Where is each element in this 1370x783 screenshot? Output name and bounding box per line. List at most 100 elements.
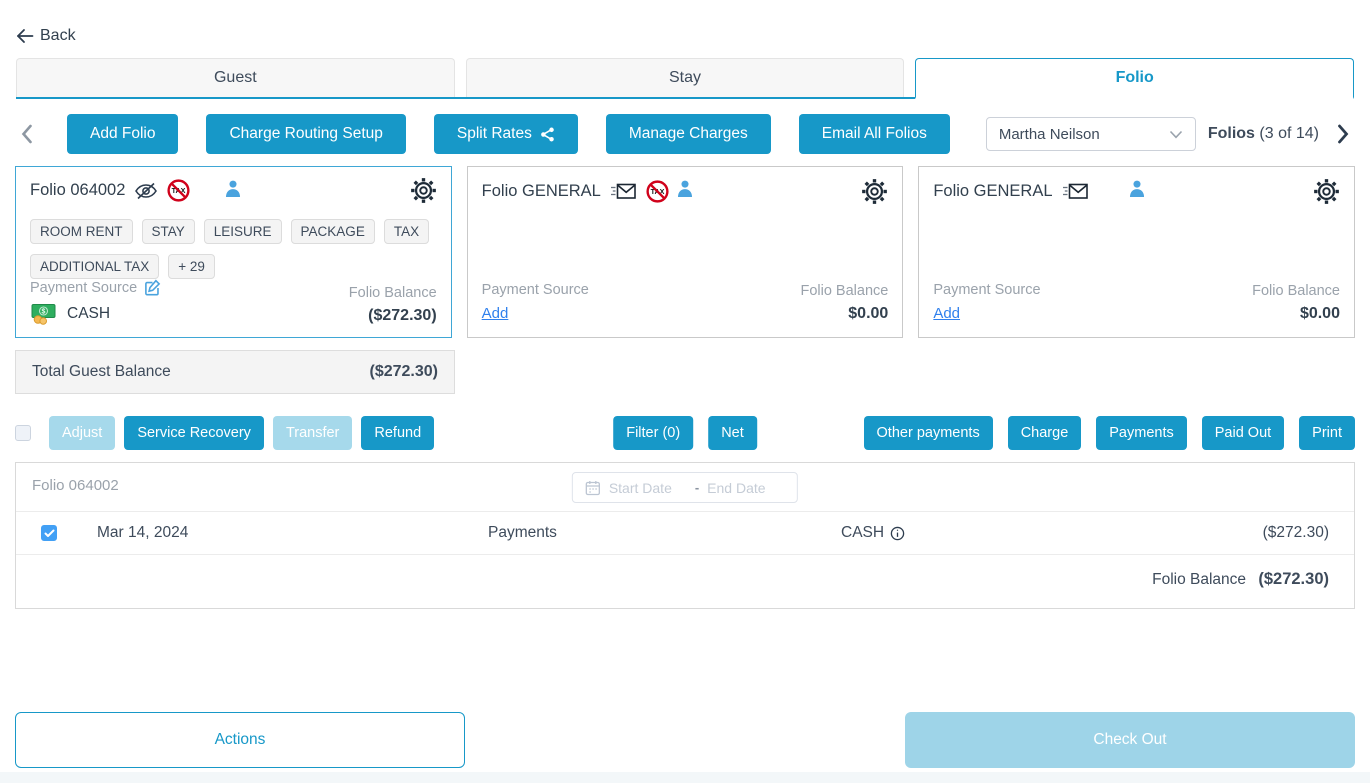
folio-settings-button[interactable] bbox=[861, 178, 888, 205]
payment-source-label: Payment Source bbox=[481, 282, 589, 298]
tag-leisure[interactable]: LEISURE bbox=[203, 219, 282, 244]
folio-balance-value: $0.00 bbox=[1299, 305, 1340, 322]
tag-additional-tax[interactable]: ADDITIONAL TAX bbox=[30, 254, 160, 279]
chevron-left-icon bbox=[21, 124, 33, 144]
transactions-footer: Folio Balance ($272.30) bbox=[16, 555, 1354, 608]
check-out-button[interactable]: Check Out bbox=[905, 712, 1355, 768]
transfer-button[interactable]: Transfer bbox=[272, 416, 353, 450]
email-all-folios-button[interactable]: Email All Folios bbox=[798, 114, 950, 154]
total-guest-balance-label: Total Guest Balance bbox=[32, 363, 171, 380]
folio-balance-value: ($272.30) bbox=[368, 307, 437, 324]
tab-bar: Guest Stay Folio bbox=[16, 58, 1355, 99]
transaction-type: Payments bbox=[488, 524, 557, 541]
split-rates-label: Split Rates bbox=[456, 125, 532, 142]
add-folio-button[interactable]: Add Folio bbox=[67, 114, 179, 154]
transactions-folio-title: Folio 064002 bbox=[32, 477, 119, 494]
folios-count-value: (3 of 14) bbox=[1259, 125, 1319, 142]
folios-count: Folios (3 of 14) bbox=[1208, 125, 1319, 143]
adjust-button[interactable]: Adjust bbox=[49, 416, 116, 450]
add-payment-source-link[interactable]: Add bbox=[481, 305, 509, 322]
manage-charges-button[interactable]: Manage Charges bbox=[605, 114, 771, 154]
transaction-method: CASH bbox=[841, 524, 885, 541]
gear-icon bbox=[1313, 178, 1340, 205]
tag-stay[interactable]: STAY bbox=[141, 219, 195, 244]
next-folios-button[interactable] bbox=[1331, 124, 1355, 144]
other-payments-button[interactable]: Other payments bbox=[863, 416, 993, 450]
gear-icon bbox=[410, 177, 437, 204]
share-icon bbox=[540, 127, 555, 142]
print-button[interactable]: Print bbox=[1299, 416, 1355, 450]
folio-balance-label: Folio Balance bbox=[348, 285, 437, 301]
cash-icon: $ bbox=[30, 302, 58, 325]
folio-cards: Folio 064002 TAX ROOM RENT STAY LEISURE … bbox=[15, 166, 1355, 338]
folio-settings-button[interactable] bbox=[410, 177, 437, 204]
charge-routing-setup-button[interactable]: Charge Routing Setup bbox=[206, 114, 406, 154]
guest-select[interactable]: Martha Neilson bbox=[985, 117, 1196, 151]
filter-button[interactable]: Filter (0) bbox=[613, 416, 694, 450]
edit-icon[interactable] bbox=[144, 279, 161, 296]
refund-button[interactable]: Refund bbox=[361, 416, 435, 450]
tab-guest[interactable]: Guest bbox=[16, 58, 455, 97]
payment-source-label: Payment Source bbox=[30, 279, 138, 296]
folio-card-title: Folio 064002 bbox=[30, 181, 126, 199]
date-range-picker[interactable]: - bbox=[571, 472, 799, 503]
tag-room-rent[interactable]: ROOM RENT bbox=[30, 219, 133, 244]
table-folio-balance-label: Folio Balance bbox=[1152, 571, 1247, 588]
add-payment-source-link[interactable]: Add bbox=[933, 305, 961, 322]
tag-tax[interactable]: TAX bbox=[383, 219, 430, 244]
guest-select-value: Martha Neilson bbox=[998, 125, 1100, 143]
folios-count-label: Folios bbox=[1207, 125, 1255, 142]
tab-stay[interactable]: Stay bbox=[465, 58, 905, 97]
back-label: Back bbox=[40, 27, 76, 44]
folio-card-title: Folio GENERAL bbox=[933, 181, 1053, 200]
total-guest-balance-value: ($272.30) bbox=[369, 363, 439, 380]
charge-tags: ROOM RENT STAY LEISURE PACKAGE TAX ADDIT… bbox=[30, 219, 437, 279]
chevron-down-icon bbox=[1169, 130, 1183, 139]
paid-out-button[interactable]: Paid Out bbox=[1201, 416, 1285, 450]
actions-button[interactable]: Actions bbox=[15, 712, 465, 768]
hidden-eye-icon bbox=[134, 182, 158, 200]
table-folio-balance-value: ($272.30) bbox=[1258, 570, 1329, 588]
folio-settings-button[interactable] bbox=[1313, 178, 1340, 205]
end-date-input[interactable] bbox=[707, 479, 786, 496]
row-checkbox[interactable] bbox=[41, 525, 57, 541]
back-link[interactable]: Back bbox=[16, 26, 76, 46]
total-guest-balance: Total Guest Balance ($272.30) bbox=[15, 350, 455, 394]
tax-exempt-icon: TAX bbox=[167, 179, 190, 202]
person-icon[interactable] bbox=[224, 179, 243, 198]
payments-button[interactable]: Payments bbox=[1096, 416, 1187, 450]
prev-folios-button[interactable] bbox=[15, 124, 39, 144]
person-icon[interactable] bbox=[1127, 179, 1146, 198]
tab-folio[interactable]: Folio bbox=[915, 58, 1355, 99]
folio-card-064002[interactable]: Folio 064002 TAX ROOM RENT STAY LEISURE … bbox=[15, 166, 452, 338]
send-email-icon bbox=[1062, 183, 1089, 200]
payment-source-label: Payment Source bbox=[933, 282, 1041, 298]
footer-actions: Actions Check Out bbox=[15, 712, 1355, 768]
send-email-icon bbox=[610, 183, 637, 200]
start-date-input[interactable] bbox=[608, 479, 687, 496]
net-button[interactable]: Net bbox=[708, 416, 757, 450]
gear-icon bbox=[861, 178, 888, 205]
transaction-row[interactable]: Mar 14, 2024 Payments CASH ($272.30) bbox=[16, 511, 1354, 555]
transaction-actions-bar: Adjust Service Recovery Transfer Refund … bbox=[15, 416, 1355, 450]
select-all-checkbox[interactable] bbox=[15, 425, 31, 441]
tag-more-count[interactable]: + 29 bbox=[168, 254, 215, 279]
folio-balance-label: Folio Balance bbox=[1252, 283, 1340, 299]
transaction-amount: ($272.30) bbox=[1262, 524, 1329, 541]
tax-exempt-icon: TAX bbox=[646, 179, 669, 203]
folio-card-general-1[interactable]: Folio GENERAL TAX Payment Source Add bbox=[466, 166, 904, 338]
folio-balance-label: Folio Balance bbox=[800, 283, 889, 299]
split-rates-button[interactable]: Split Rates bbox=[433, 114, 578, 154]
charge-button[interactable]: Charge bbox=[1007, 416, 1082, 450]
back-arrow-icon bbox=[16, 28, 34, 44]
calendar-icon bbox=[585, 480, 601, 496]
person-icon[interactable] bbox=[675, 179, 694, 198]
date-range-separator: - bbox=[694, 480, 700, 495]
tag-package[interactable]: PACKAGE bbox=[290, 219, 375, 244]
transactions-panel: Folio 064002 - Mar 14, 2024 Payments CAS… bbox=[15, 462, 1355, 609]
folio-card-general-2[interactable]: Folio GENERAL Payment Source Add Folio B… bbox=[918, 166, 1355, 338]
service-recovery-button[interactable]: Service Recovery bbox=[124, 416, 264, 450]
info-icon[interactable] bbox=[890, 526, 905, 541]
folio-balance-value: $0.00 bbox=[848, 305, 889, 322]
transaction-date: Mar 14, 2024 bbox=[97, 524, 189, 541]
